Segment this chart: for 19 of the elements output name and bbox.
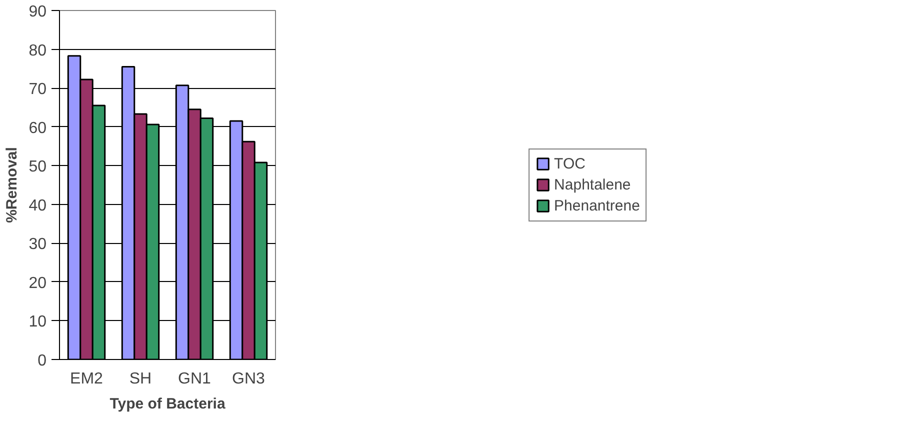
- y-tick-label: 50: [28, 158, 47, 176]
- y-tick-label: 30: [28, 236, 47, 254]
- x-axis-title: Type of Bacteria: [110, 396, 226, 412]
- x-tick-label: GN1: [178, 370, 212, 388]
- y-tick-label: 0: [38, 352, 47, 370]
- legend-label: TOC: [554, 155, 586, 172]
- y-tick-label: 60: [28, 120, 47, 137]
- x-tick-label: EM2: [70, 370, 104, 388]
- x-tick-label: SH: [129, 370, 152, 388]
- y-tick-label: 80: [28, 42, 47, 60]
- legend-label: Naphtalene: [554, 176, 631, 193]
- y-tick-label: 70: [28, 81, 47, 98]
- legend-label: Phenantrene: [554, 197, 640, 214]
- y-tick-label: 20: [28, 274, 47, 292]
- y-tick-label: 40: [28, 197, 47, 214]
- y-axis-title: %Removal: [4, 147, 21, 223]
- x-tick-label: GN3: [232, 370, 266, 388]
- y-tick-label: 90: [28, 4, 47, 20]
- y-tick-label: 10: [28, 314, 47, 331]
